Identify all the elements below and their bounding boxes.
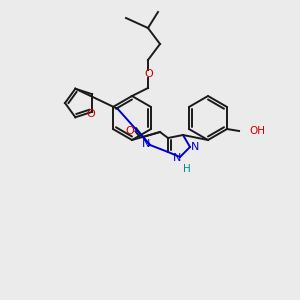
Text: H: H	[183, 164, 191, 174]
Text: N: N	[191, 142, 199, 152]
Text: N: N	[173, 153, 181, 163]
Text: O: O	[145, 69, 153, 79]
Text: OH: OH	[249, 126, 265, 136]
Text: O: O	[126, 126, 134, 136]
Text: N: N	[142, 139, 150, 149]
Text: O: O	[87, 109, 95, 119]
